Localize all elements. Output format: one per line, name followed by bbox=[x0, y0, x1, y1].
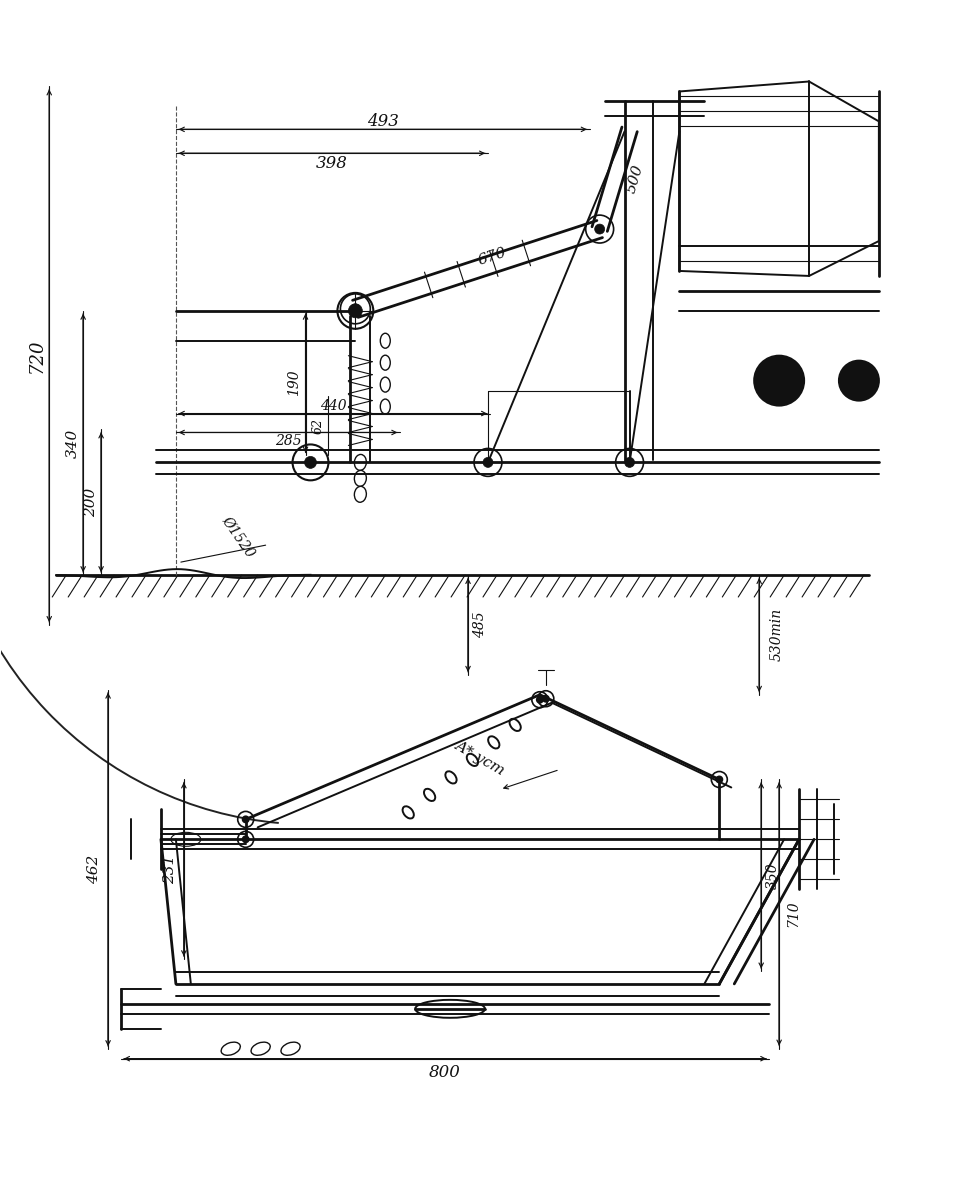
Circle shape bbox=[350, 304, 360, 314]
Text: 493: 493 bbox=[367, 113, 399, 130]
Circle shape bbox=[624, 457, 635, 467]
Text: 340: 340 bbox=[66, 428, 80, 457]
Text: 398: 398 bbox=[316, 155, 348, 172]
Text: 710: 710 bbox=[786, 901, 801, 928]
Circle shape bbox=[243, 816, 249, 822]
Text: 200: 200 bbox=[84, 487, 98, 517]
Circle shape bbox=[537, 697, 543, 703]
Text: 440: 440 bbox=[319, 398, 347, 413]
Circle shape bbox=[543, 696, 549, 702]
Text: 500: 500 bbox=[623, 163, 646, 196]
Text: 350: 350 bbox=[766, 862, 780, 889]
Text: 190: 190 bbox=[287, 370, 300, 396]
Circle shape bbox=[348, 304, 362, 318]
Circle shape bbox=[243, 836, 249, 842]
Text: 800: 800 bbox=[429, 1064, 461, 1081]
Circle shape bbox=[594, 224, 605, 234]
Text: Ø1520: Ø1520 bbox=[219, 514, 257, 560]
Text: 720: 720 bbox=[28, 338, 46, 373]
Text: 670: 670 bbox=[476, 246, 508, 268]
Circle shape bbox=[305, 456, 317, 468]
Text: 462: 462 bbox=[87, 854, 101, 884]
Circle shape bbox=[483, 457, 493, 467]
Circle shape bbox=[716, 776, 722, 782]
Text: A* ycm: A* ycm bbox=[453, 738, 507, 778]
Text: 285: 285 bbox=[275, 434, 301, 449]
Circle shape bbox=[754, 355, 804, 406]
Text: 62: 62 bbox=[312, 418, 325, 433]
Text: 530min: 530min bbox=[771, 608, 784, 661]
Text: 485: 485 bbox=[473, 612, 487, 638]
Circle shape bbox=[839, 361, 879, 401]
Text: 231: 231 bbox=[163, 854, 177, 884]
